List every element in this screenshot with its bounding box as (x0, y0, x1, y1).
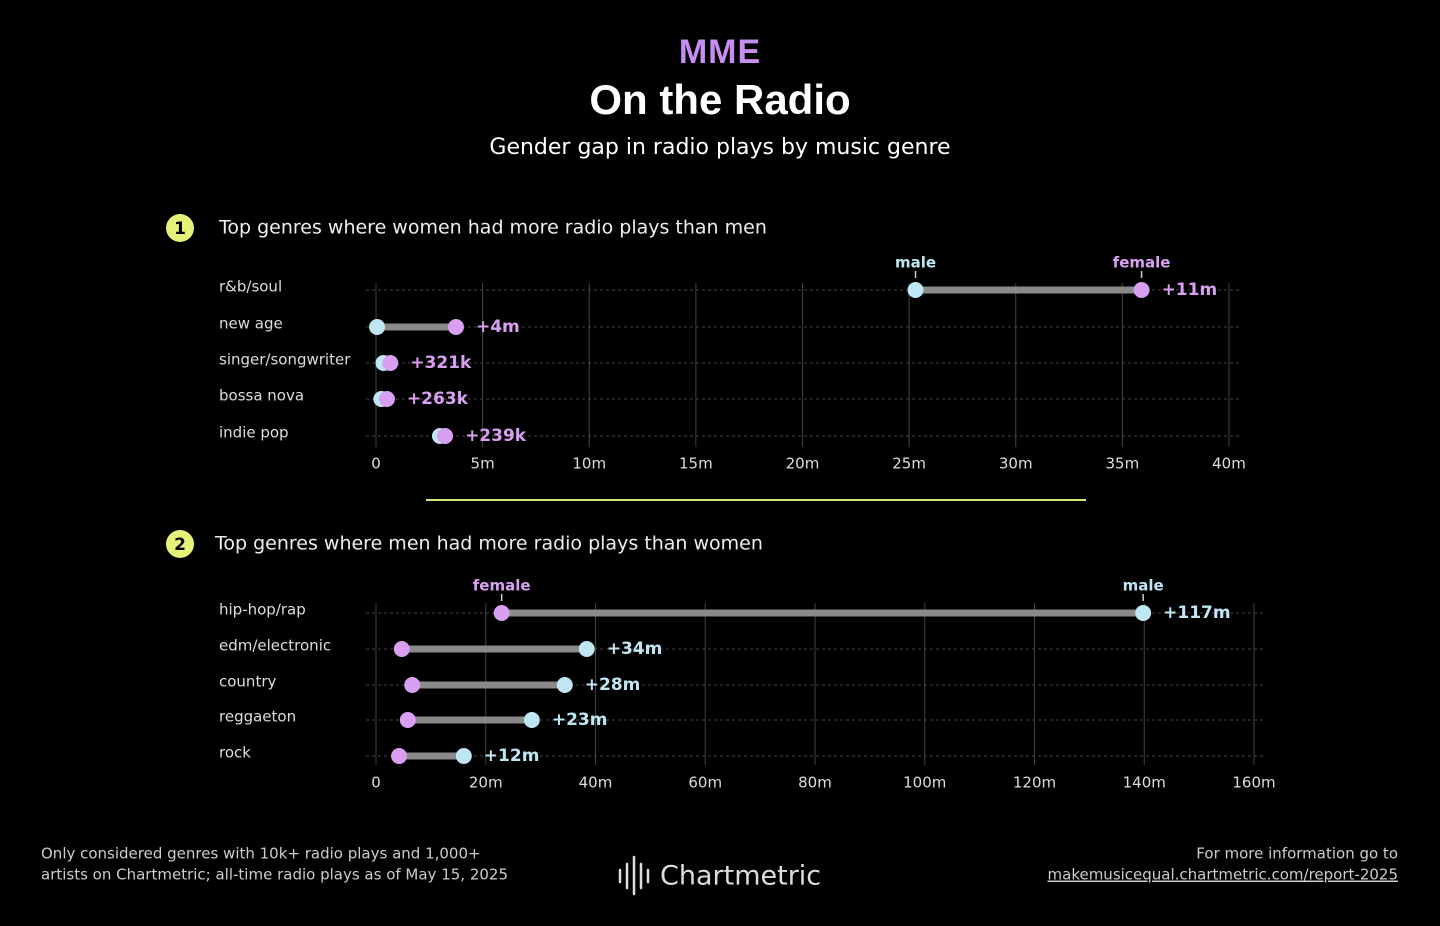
dot-male (523, 712, 540, 728)
x-tick-label: 35m (1106, 455, 1140, 473)
dot-female (399, 712, 416, 728)
x-tick-label: 10m (572, 455, 606, 473)
x-tick-label: 30m (999, 455, 1033, 473)
x-tick-label: 20m (469, 774, 503, 792)
category-label: singer/songwriter (219, 351, 351, 369)
gap-label: +263k (407, 389, 469, 409)
dot-female (382, 355, 399, 371)
dot-female (447, 319, 464, 335)
legend-label: male (895, 254, 936, 272)
x-tick-label: 100m (903, 774, 946, 792)
subtitle: Gender gap in radio plays by music genre (489, 135, 950, 160)
dot-male (369, 319, 386, 335)
section-number: 1 (174, 219, 186, 239)
x-tick-label: 20m (786, 455, 820, 473)
dot-female (493, 605, 510, 621)
x-tick-label: 0 (371, 455, 381, 473)
section-title: Top genres where men had more radio play… (214, 533, 763, 555)
x-tick-label: 0 (371, 774, 381, 792)
dot-female (391, 748, 408, 764)
dot-female (404, 677, 421, 693)
category-label: new age (219, 315, 283, 333)
category-label: r&b/soul (219, 278, 282, 296)
category-label: indie pop (219, 424, 289, 442)
section-title: Top genres where women had more radio pl… (218, 217, 767, 239)
dot-female (378, 391, 395, 407)
logo: MME (679, 33, 761, 71)
x-tick-label: 80m (798, 774, 832, 792)
gap-label: +117m (1163, 603, 1230, 623)
x-tick-label: 40m (579, 774, 613, 792)
gap-label: +4m (476, 317, 520, 337)
gap-label: +11m (1162, 280, 1218, 300)
gap-label: +28m (585, 675, 641, 695)
category-label: edm/electronic (219, 637, 331, 655)
dot-male (455, 748, 472, 764)
gap-label: +239k (465, 426, 527, 446)
dot-male (907, 282, 924, 298)
dot-male (578, 641, 595, 657)
dot-female (437, 428, 454, 444)
section-number: 2 (174, 535, 186, 555)
gap-label: +23m (552, 710, 608, 730)
dot-male (556, 677, 573, 693)
x-tick-label: 160m (1232, 774, 1275, 792)
gap-label: +321k (410, 353, 472, 373)
dot-female (393, 641, 410, 657)
dot-female (1133, 282, 1150, 298)
title: On the Radio (589, 76, 850, 123)
section-badge (166, 214, 194, 242)
x-tick-label: 5m (471, 455, 495, 473)
x-tick-label: 25m (892, 455, 926, 473)
category-label: reggaeton (219, 708, 296, 726)
dot-male (1135, 605, 1152, 621)
footnote: artists on Chartmetric; all-time radio p… (41, 866, 508, 884)
category-label: bossa nova (219, 387, 304, 405)
x-tick-label: 120m (1013, 774, 1056, 792)
x-tick-label: 140m (1123, 774, 1166, 792)
brand: Chartmetric (660, 861, 821, 892)
more-info: For more information go to (1196, 845, 1398, 863)
legend-label: female (1113, 254, 1171, 272)
x-tick-label: 60m (688, 774, 722, 792)
legend-label: female (473, 577, 531, 595)
link[interactable]: makemusicequal.chartmetric.com/report-20… (1048, 866, 1398, 884)
category-label: hip-hop/rap (219, 601, 306, 619)
x-tick-label: 40m (1212, 455, 1246, 473)
section-badge (166, 530, 194, 558)
category-label: country (219, 673, 276, 691)
brand-icon (618, 855, 650, 896)
legend-label: male (1123, 577, 1164, 595)
footnote: Only considered genres with 10k+ radio p… (41, 845, 481, 863)
x-tick-label: 15m (679, 455, 713, 473)
gap-label: +12m (484, 746, 540, 766)
category-label: rock (219, 744, 251, 762)
gap-label: +34m (607, 639, 663, 659)
